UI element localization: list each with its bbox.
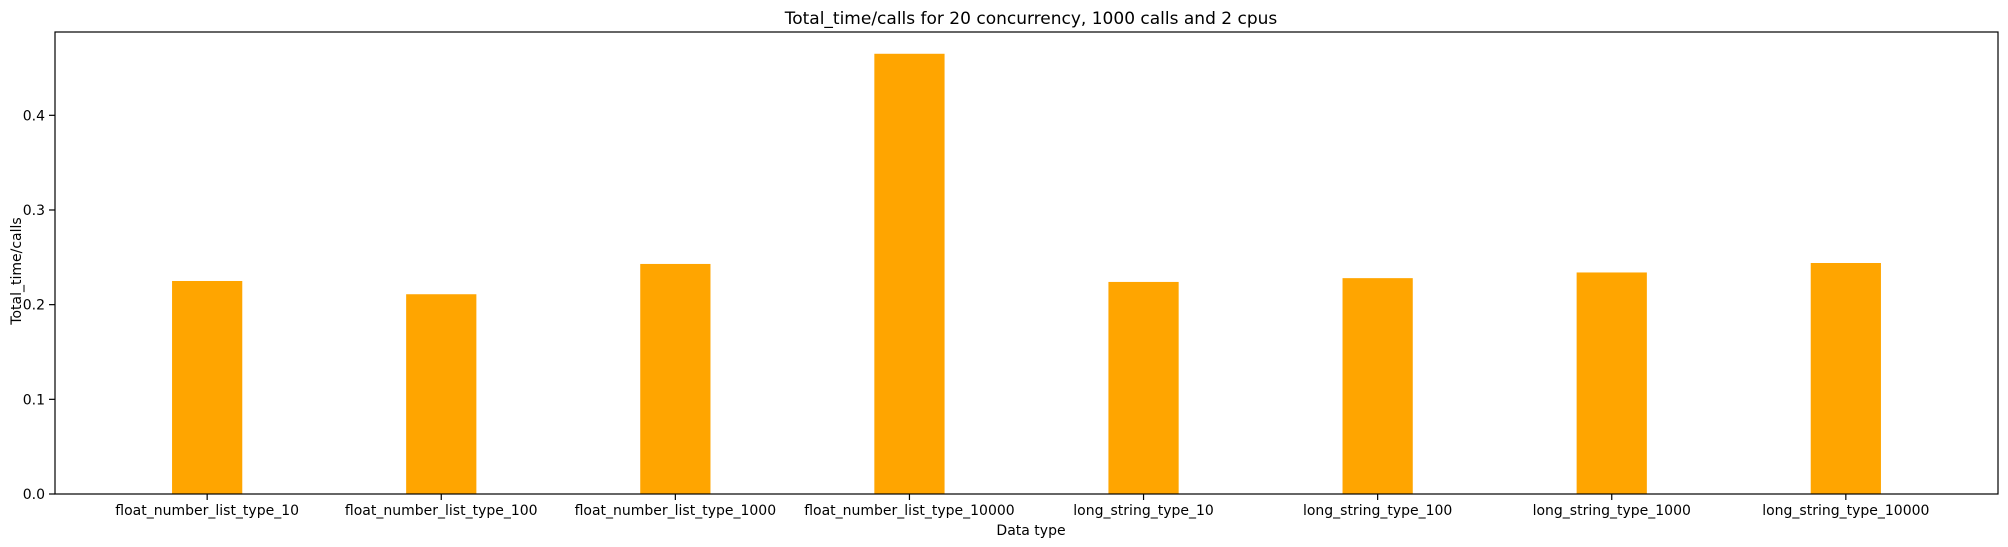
- bar-float_number_list_type_10000: [874, 53, 945, 494]
- bars-layer: [172, 53, 1881, 494]
- y-axis-label: Total_time/calls: [9, 217, 25, 325]
- y-tick-label: 0.2: [23, 298, 45, 314]
- bar-long_string_type_10000: [1810, 263, 1881, 494]
- bar-long_string_type_10: [1108, 281, 1179, 494]
- axes-layer: 0.0 0.1 0.2 0.3 0.4 float_number_list_type_10…: [23, 31, 1999, 519]
- bar-float_number_list_type_1000: [640, 263, 711, 494]
- x-tick-label: long_string_type_10000: [1762, 503, 1929, 519]
- x-tick-label: float_number_list_type_10: [115, 503, 299, 519]
- x-axis-label: Data type: [996, 523, 1065, 539]
- chart-title: Total_time/calls for 20 concurrency, 100…: [784, 9, 1278, 29]
- x-tick-label: float_number_list_type_10000: [804, 503, 1014, 519]
- bar-float_number_list_type_10: [172, 280, 243, 494]
- x-tick-label: long_string_type_100: [1303, 503, 1452, 519]
- x-tick-label: long_string_type_1000: [1533, 503, 1691, 519]
- y-tick-label: 0.0: [23, 487, 45, 503]
- bar-float_number_list_type_100: [406, 294, 477, 494]
- x-tick-label: float_number_list_type_100: [345, 503, 538, 519]
- x-tick-label: long_string_type_10: [1073, 503, 1214, 519]
- bar-long_string_type_100: [1342, 278, 1413, 494]
- plot-frame: [54, 31, 1999, 495]
- x-tick-label: float_number_list_type_1000: [575, 503, 777, 519]
- bar-long_string_type_1000: [1576, 272, 1647, 494]
- y-tick-label: 0.1: [23, 392, 45, 408]
- y-tick-label: 0.3: [23, 203, 45, 219]
- y-tick-label: 0.4: [23, 108, 45, 124]
